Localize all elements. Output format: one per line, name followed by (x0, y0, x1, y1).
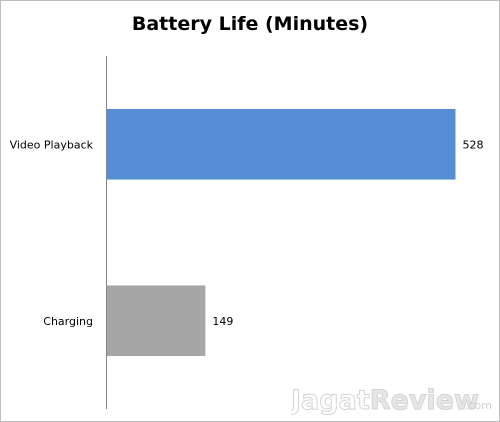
jagatreview-watermark: JagatReview .com (291, 385, 491, 417)
watermark-text-review: Review (370, 385, 479, 416)
category-label-video-playback: Video Playback (10, 138, 94, 151)
watermark-text-jagat: Jagat (291, 385, 370, 416)
chart-title: Battery Life (Minutes) (131, 13, 369, 35)
watermark-suffix: .com (465, 399, 491, 412)
bar-video-playback (107, 108, 456, 180)
data-label-charging: 149 (212, 315, 233, 328)
category-label-charging: Charging (43, 315, 93, 328)
data-label-video-playback: 528 (462, 138, 483, 151)
bar-charging (107, 285, 206, 357)
svg-text:JagatReview: JagatReview (291, 385, 479, 416)
